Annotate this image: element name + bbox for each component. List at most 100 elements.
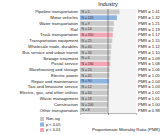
tick: Electric power bbox=[51, 73, 80, 78]
count-label: N = 350 bbox=[82, 33, 94, 37]
data-label: PMR = 1.05 bbox=[138, 73, 160, 78]
category-label: Pipeline transportation bbox=[35, 9, 78, 14]
category-label: Motor vehicles bbox=[50, 15, 78, 20]
category-label: Other transportation bbox=[40, 107, 79, 112]
category-label: Bus service and urban transit bbox=[22, 50, 78, 55]
count-label: N = 25 bbox=[82, 39, 92, 43]
tick: Warehousing and storage bbox=[29, 67, 80, 72]
legend-item: Non-sig bbox=[40, 116, 60, 121]
count-label: N = 40 bbox=[82, 45, 92, 49]
data-label: PMR = 1.08 bbox=[138, 61, 160, 66]
tick: Rail bbox=[71, 27, 80, 32]
legend-item: p < 0.01 bbox=[40, 127, 61, 132]
data-label: PMR = 1.12 bbox=[138, 44, 160, 49]
bar bbox=[80, 38, 112, 43]
data-label: PMR = 1.01 bbox=[138, 96, 160, 101]
bar bbox=[80, 73, 109, 78]
category-label: Water transportation bbox=[39, 21, 78, 26]
bar bbox=[80, 67, 110, 72]
category-label: Wholesale trade, durables bbox=[28, 44, 78, 49]
tick: Truck transportation bbox=[40, 32, 80, 37]
bar bbox=[80, 15, 117, 20]
count-label: N = 8 bbox=[82, 108, 90, 112]
category-label: Postal service bbox=[51, 61, 78, 66]
data-label: PMR = 1.19 bbox=[138, 27, 160, 32]
bar bbox=[80, 21, 114, 26]
count-label: N = 12 bbox=[82, 85, 92, 89]
bar bbox=[80, 27, 113, 32]
count-label: N = 6 bbox=[82, 56, 90, 60]
tick: Water transportation bbox=[39, 21, 80, 26]
tick: Transportation equipment bbox=[29, 38, 80, 43]
bar bbox=[80, 10, 119, 15]
plot: Pipeline transportationMotor vehiclesWat… bbox=[20, 9, 161, 115]
x-axis bbox=[81, 113, 137, 115]
category-label: Repair and maintenance bbox=[31, 79, 78, 84]
plot-background bbox=[80, 9, 136, 113]
count-label: N = 18 bbox=[82, 97, 92, 101]
tick: Repair and maintenance bbox=[31, 79, 80, 84]
tick: Taxi and limousine service bbox=[28, 84, 80, 89]
data-label: PMR = 1.06 bbox=[138, 67, 160, 72]
count-label: N = 200 bbox=[82, 103, 94, 107]
count-label: N = 30 bbox=[82, 51, 92, 55]
data-label: PMR = 1.02 bbox=[138, 90, 160, 95]
count-label: N = 120 bbox=[82, 16, 94, 20]
legend-item: p < 0.05 bbox=[40, 122, 61, 127]
bars bbox=[80, 10, 119, 113]
category-label: Rail bbox=[71, 27, 78, 32]
category-label: Truck transportation bbox=[40, 32, 79, 37]
category-label: Taxi and limousine service bbox=[28, 84, 79, 89]
tick: Pipeline transportation bbox=[35, 9, 80, 14]
tick bbox=[108, 113, 109, 115]
data-label: PMR = 0.98 bbox=[138, 108, 160, 113]
bar bbox=[80, 79, 109, 84]
category-label: Electric power bbox=[51, 73, 79, 78]
legend: Non-sigp < 0.05p < 0.01 bbox=[40, 116, 61, 132]
x-axis-title: Proportionate Mortality Ratio (PMR) bbox=[92, 127, 161, 132]
chart: Pipeline transportationMotor vehiclesWat… bbox=[0, 0, 162, 135]
legend-swatch bbox=[40, 123, 44, 127]
count-label: N = 45 bbox=[82, 74, 92, 78]
data-label: PMR = 1.03 bbox=[138, 84, 160, 89]
category-label: Sewage treatment bbox=[43, 55, 79, 60]
legend-label: p < 0.05 bbox=[46, 122, 61, 127]
category-label: Electric, gas, and other utilities bbox=[20, 90, 78, 95]
category-label: Construction bbox=[54, 102, 79, 107]
count-label: N = 20 bbox=[82, 68, 92, 72]
tick: Electric, gas, and other utilities bbox=[20, 90, 80, 95]
bar bbox=[80, 62, 110, 67]
tick: Other transportation bbox=[40, 107, 80, 112]
tick: Bus service and urban transit bbox=[22, 50, 80, 55]
y-axis: Pipeline transportationMotor vehiclesWat… bbox=[20, 9, 80, 112]
tick: Postal service bbox=[51, 61, 80, 66]
data-label: PMR = 1.32 bbox=[138, 15, 160, 20]
bar bbox=[80, 56, 111, 61]
tick: Sewage treatment bbox=[43, 55, 80, 60]
category-label: Waste management bbox=[40, 96, 79, 101]
tick: Wholesale trade, durables bbox=[28, 44, 80, 49]
tick: Construction bbox=[54, 102, 80, 107]
axis-line bbox=[81, 114, 137, 116]
data-label: PMR = 1.09 bbox=[138, 56, 160, 61]
bar bbox=[80, 50, 111, 55]
legend-swatch bbox=[40, 117, 44, 121]
tick: Waste management bbox=[40, 96, 80, 101]
data-label: PMR = 1.15 bbox=[138, 38, 160, 43]
data-label: PMR = 1.10 bbox=[138, 50, 160, 55]
data-label: PMR = 1.17 bbox=[138, 32, 160, 37]
bar bbox=[80, 90, 109, 95]
count-label: N = 180 bbox=[82, 62, 94, 66]
legend-swatch bbox=[40, 128, 44, 132]
legend-label: Non-sig bbox=[46, 116, 60, 121]
legend-label: p < 0.01 bbox=[46, 127, 61, 132]
count-label: N = 5 bbox=[82, 10, 90, 14]
tick: Motor vehicles bbox=[50, 15, 80, 20]
count-label: N = 14 bbox=[82, 27, 92, 31]
tick-mark bbox=[108, 113, 109, 115]
bar bbox=[80, 44, 111, 49]
bar bbox=[80, 85, 109, 90]
bar bbox=[80, 108, 107, 113]
category-label: Warehousing and storage bbox=[29, 67, 79, 72]
data-label: PMR = 1.00 bbox=[138, 102, 160, 107]
